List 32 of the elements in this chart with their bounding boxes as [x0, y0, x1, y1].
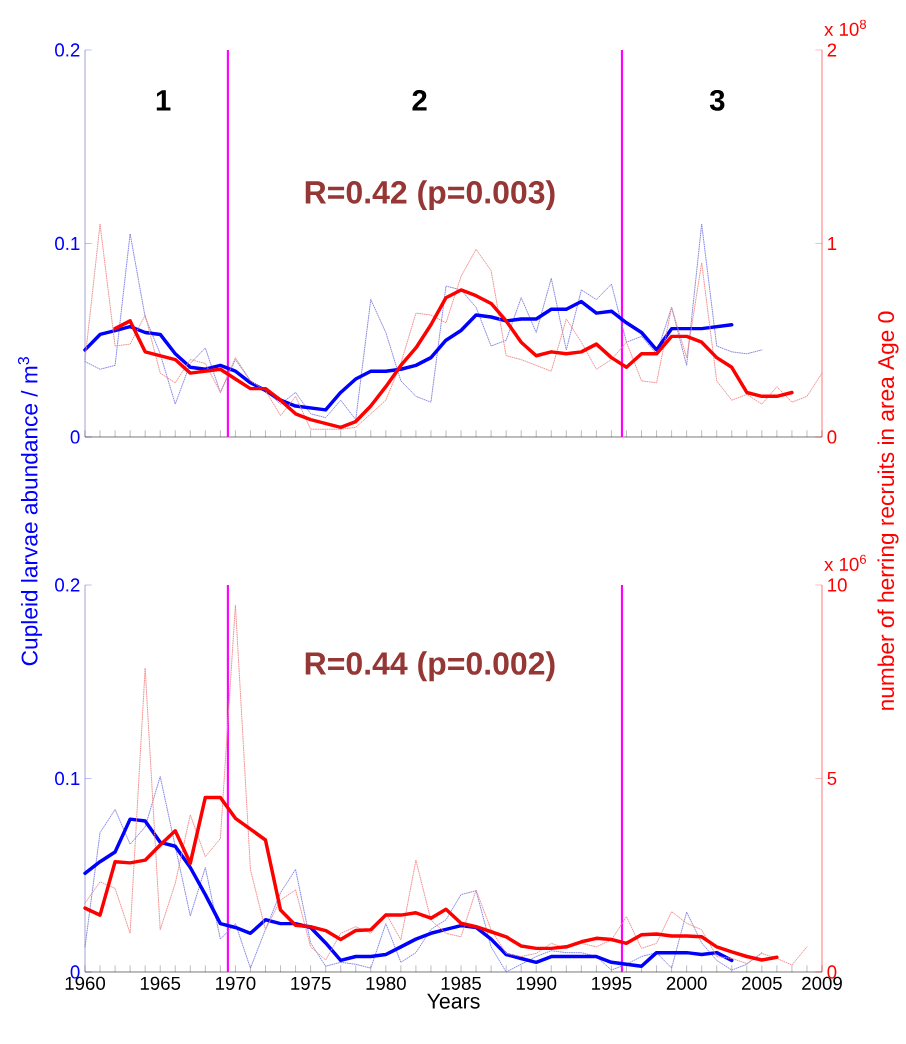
y2-tick-label: 0 [827, 430, 837, 444]
x-tick-label: 1980 [366, 976, 406, 990]
x-axis-title: Years [427, 993, 480, 1009]
annotation: R=0.42 (p=0.003) [305, 180, 555, 211]
annotation: 3 [709, 89, 725, 111]
y-tick-label: 0.1 [55, 236, 80, 251]
x-tick-label: 2000 [666, 976, 707, 990]
x-tick-label: 1975 [291, 976, 331, 990]
annotation: 1 [156, 90, 171, 111]
x-tick-label: 1985 [441, 976, 481, 990]
x-tick-label: 1970 [216, 976, 256, 990]
line-series [84, 604, 808, 966]
y-axis-title: Cupleid larvae abundance / m$^{3}$ [17, 357, 43, 666]
y2-tick-label: 5 [827, 771, 837, 786]
y2-tick-label: 10 [828, 578, 847, 592]
y-tick-label: 0.2 [55, 43, 80, 57]
y-tick-label: 0.1 [55, 771, 80, 786]
y-tick-label: 0.2 [55, 578, 80, 592]
x-tick-label: 1995 [592, 976, 632, 990]
text: x 10$^{8}$ [824, 19, 867, 36]
y2-tick-label: 1 [828, 237, 837, 250]
annotation: 2 [412, 90, 427, 111]
y2-axis-title: number of herring recruits in area Age 0 [877, 311, 899, 710]
y2-tick-label: 2 [827, 43, 837, 57]
x-tick-label: 2005 [742, 976, 782, 990]
line-series [83, 795, 779, 962]
y-tick-label: 0 [70, 430, 80, 444]
x-tick-label: 1965 [140, 976, 181, 990]
annotation: R=0.44 (p=0.002) [305, 651, 555, 682]
line-series [84, 776, 763, 973]
x-tick-label: 1990 [516, 976, 557, 990]
text: x 10$^{6}$ [824, 554, 867, 571]
